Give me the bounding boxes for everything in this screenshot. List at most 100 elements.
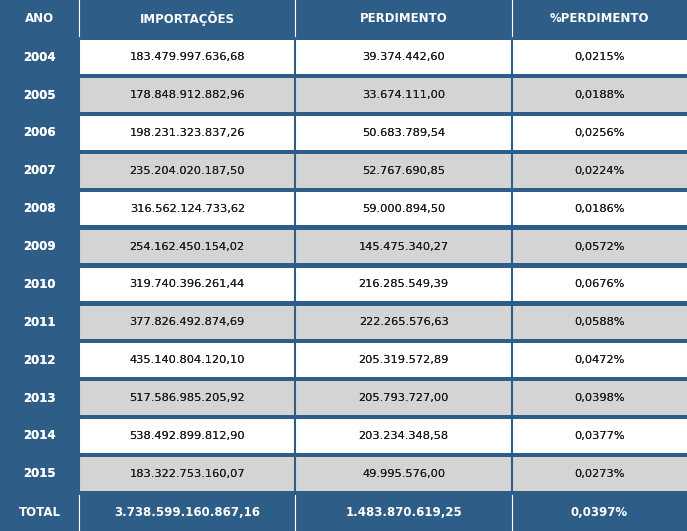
Text: 0,0588%: 0,0588% — [574, 318, 624, 327]
Bar — [79, 419, 295, 453]
Bar — [295, 381, 512, 415]
Text: 2004: 2004 — [23, 50, 56, 64]
Bar — [79, 457, 295, 491]
Text: 0,0224%: 0,0224% — [574, 166, 624, 176]
Text: 2008: 2008 — [23, 202, 56, 215]
Text: 538.492.899.812,90: 538.492.899.812,90 — [129, 431, 245, 441]
Bar — [295, 344, 512, 377]
Text: 183.322.753.160,07: 183.322.753.160,07 — [129, 469, 245, 479]
Text: 517.586.985.205,92: 517.586.985.205,92 — [129, 393, 245, 403]
Bar — [0, 192, 79, 226]
Text: 0,0215%: 0,0215% — [574, 52, 624, 62]
Bar — [295, 192, 512, 226]
Bar — [512, 419, 687, 453]
Bar — [79, 192, 295, 226]
Bar — [512, 154, 687, 187]
Text: 0,0676%: 0,0676% — [574, 279, 624, 289]
Bar — [512, 268, 687, 301]
Bar — [79, 192, 295, 226]
Bar — [512, 419, 687, 453]
Text: 178.848.912.882,96: 178.848.912.882,96 — [129, 90, 245, 100]
Text: 2012: 2012 — [23, 354, 56, 367]
Text: 52.767.690,85: 52.767.690,85 — [362, 166, 445, 176]
Bar — [79, 230, 295, 263]
Bar — [79, 344, 295, 377]
Text: 377.826.492.874,69: 377.826.492.874,69 — [130, 318, 245, 327]
Text: 0,0472%: 0,0472% — [574, 355, 624, 365]
Text: 0,0186%: 0,0186% — [574, 204, 624, 213]
Bar — [512, 78, 687, 112]
Bar — [79, 268, 295, 301]
Text: 319.740.396.261,44: 319.740.396.261,44 — [130, 279, 245, 289]
Bar — [295, 268, 512, 301]
Text: 39.374.442,60: 39.374.442,60 — [362, 52, 445, 62]
Text: 2011: 2011 — [23, 316, 56, 329]
Text: 0,0186%: 0,0186% — [574, 204, 624, 213]
Text: 2011: 2011 — [23, 316, 56, 329]
Text: 0,0398%: 0,0398% — [574, 393, 624, 403]
Text: 203.234.348,58: 203.234.348,58 — [359, 431, 449, 441]
Text: 178.848.912.882,96: 178.848.912.882,96 — [129, 90, 245, 100]
Text: 0,0397%: 0,0397% — [571, 507, 628, 519]
Text: 0,0472%: 0,0472% — [574, 355, 624, 365]
Text: 2005: 2005 — [23, 89, 56, 101]
Bar — [295, 457, 512, 491]
Bar — [512, 305, 687, 339]
Bar — [295, 116, 512, 150]
Bar — [79, 116, 295, 150]
Text: 538.492.899.812,90: 538.492.899.812,90 — [129, 431, 245, 441]
Text: 52.767.690,85: 52.767.690,85 — [362, 166, 445, 176]
Text: 0,0273%: 0,0273% — [574, 469, 624, 479]
Bar — [0, 268, 79, 301]
Bar — [79, 457, 295, 491]
Text: 0,0377%: 0,0377% — [574, 431, 624, 441]
Bar — [79, 40, 295, 74]
Bar — [512, 116, 687, 150]
Bar — [0, 154, 79, 187]
Bar — [512, 344, 687, 377]
Text: IMPORTAÇÕES: IMPORTAÇÕES — [139, 11, 235, 25]
Bar — [79, 268, 295, 301]
Bar — [0, 268, 79, 301]
Bar — [0, 305, 79, 339]
Text: 254.162.450.154,02: 254.162.450.154,02 — [130, 242, 245, 252]
Bar — [295, 0, 512, 36]
Text: 2006: 2006 — [23, 126, 56, 140]
Text: 2015: 2015 — [23, 467, 56, 481]
Text: 235.204.020.187,50: 235.204.020.187,50 — [129, 166, 245, 176]
Text: 222.265.576,63: 222.265.576,63 — [359, 318, 449, 327]
Text: 0,0188%: 0,0188% — [574, 90, 624, 100]
Bar — [0, 419, 79, 453]
Bar — [0, 78, 79, 112]
Text: 183.479.997.636,68: 183.479.997.636,68 — [129, 52, 245, 62]
Bar — [0, 116, 79, 150]
Bar — [295, 230, 512, 263]
Bar — [79, 381, 295, 415]
Bar — [295, 419, 512, 453]
Bar — [295, 305, 512, 339]
Text: 198.231.323.837,26: 198.231.323.837,26 — [129, 128, 245, 138]
Text: 0,0676%: 0,0676% — [574, 279, 624, 289]
Text: 2008: 2008 — [23, 202, 56, 215]
Bar — [295, 305, 512, 339]
Bar — [512, 381, 687, 415]
Text: 205.793.727,00: 205.793.727,00 — [359, 393, 449, 403]
Bar — [295, 344, 512, 377]
Text: 145.475.340,27: 145.475.340,27 — [359, 242, 449, 252]
Bar — [79, 78, 295, 112]
Text: 316.562.124.733,62: 316.562.124.733,62 — [130, 204, 245, 213]
Text: 216.285.549,39: 216.285.549,39 — [359, 279, 449, 289]
Text: 183.322.753.160,07: 183.322.753.160,07 — [129, 469, 245, 479]
Bar — [295, 154, 512, 187]
Bar — [512, 344, 687, 377]
Text: 198.231.323.837,26: 198.231.323.837,26 — [129, 128, 245, 138]
Bar — [295, 419, 512, 453]
Bar — [512, 268, 687, 301]
Bar — [0, 381, 79, 415]
Bar — [0, 78, 79, 112]
Bar — [512, 457, 687, 491]
Text: 1.483.870.619,25: 1.483.870.619,25 — [346, 507, 462, 519]
Text: 49.995.576,00: 49.995.576,00 — [362, 469, 445, 479]
Bar — [0, 344, 79, 377]
Text: 319.740.396.261,44: 319.740.396.261,44 — [130, 279, 245, 289]
